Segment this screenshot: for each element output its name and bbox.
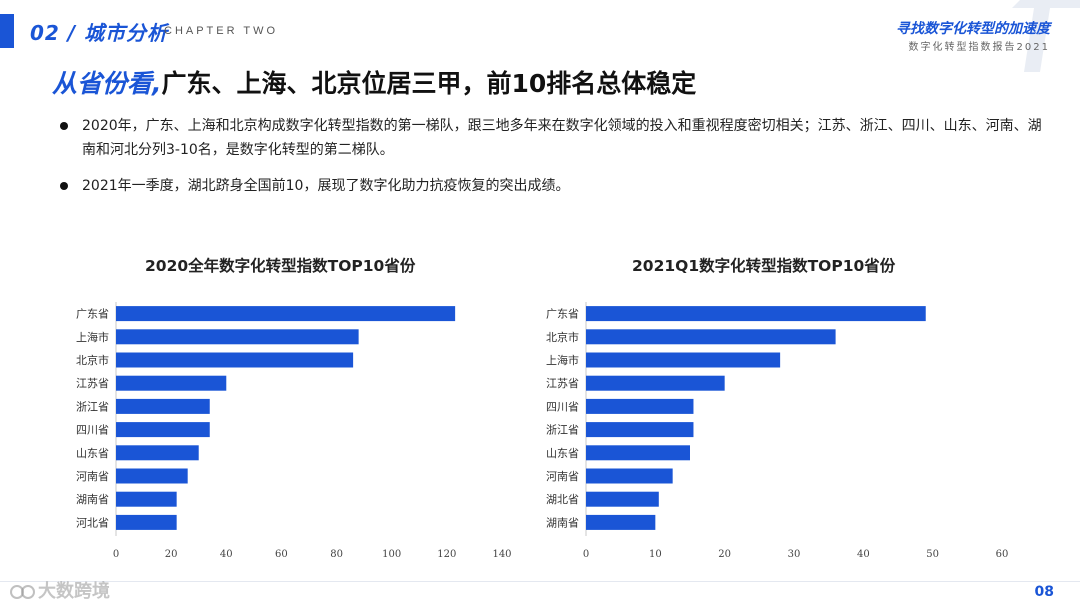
chart-2021q1-tick-label: 0 [583,549,589,560]
chart-2020-tick-label: 40 [220,549,233,560]
watermark-logo-icon [10,585,35,599]
chart-2021q1-bar [586,514,656,530]
chart-2021q1-bar [586,468,673,484]
bullet-item: 2020年，广东、上海和北京构成数字化转型指数的第一梯队，跟三地多年来在数字化领… [60,114,1050,162]
chart-2021q1-category-label: 山东省 [546,447,579,460]
chart-2020-category-label: 北京市 [76,353,109,367]
chart-2021q1-category-label: 江苏省 [546,377,579,390]
chart-2020-category-label: 广东省 [76,308,109,321]
chart-2020-tick-label: 0 [113,549,119,560]
section-title: 02 / 城市分析 [30,21,169,45]
chart-2020-bar [116,468,188,484]
chart-2020-category-label: 山东省 [76,447,109,460]
page-headline: 从省份看,广东、上海、北京位居三甲，前10排名总体稳定 [52,64,696,100]
chart-2021q1-bar [586,329,836,345]
chart-2020-category-label: 河北省 [76,516,109,529]
chart-2021q1-bar [586,491,659,507]
chart-2021q1-category-label: 四川省 [546,400,579,413]
chart-2020-tick-label: 140 [492,549,511,560]
corner-decoration [1012,0,1080,72]
chart-2021q1-tick-label: 20 [718,549,731,560]
chart-2021q1-bar [586,375,725,391]
chart-2020-tick-label: 20 [165,549,178,560]
chart-2020-category-label: 江苏省 [76,377,109,390]
chart-2021q1-tick-label: 50 [926,549,939,560]
section-accent-bar [0,14,14,48]
chart-2020-tick-label: 60 [275,549,288,560]
chart-2021q1-category-label: 浙江省 [546,424,579,437]
chapter-label: CHAPTER TWO [164,25,279,37]
chart-2020-category-label: 河南省 [76,470,109,483]
watermark: 大数跨境 [10,577,110,603]
chart-2020-tick-label: 100 [382,549,401,560]
chart-2021q1-bar [586,352,781,368]
chart-2021q1-tick-label: 60 [996,549,1009,560]
chart-2021q1-category-label: 湖南省 [546,516,579,529]
chart-2020-tick-label: 120 [437,549,456,560]
chart-2021q1-category-label: 北京市 [546,330,579,344]
chart-2021q1-category-label: 湖北省 [546,493,579,506]
chart-2020-bar [116,398,210,414]
footer-divider [0,581,1080,582]
headline-text: 广东、上海、北京位居三甲，前10排名总体稳定 [161,69,697,98]
chart-2020-category-label: 浙江省 [76,400,109,413]
bullet-list: 2020年，广东、上海和北京构成数字化转型指数的第一梯队，跟三地多年来在数字化领… [60,114,1050,210]
bullet-item: 2021年一季度，湖北跻身全国前10，展现了数字化助力抗疫恢复的突出成绩。 [60,174,1050,198]
chart-2021q1-title: 2021Q1数字化转型指数TOP10省份 [632,257,896,275]
chart-2021q1-category-label: 上海市 [546,353,579,367]
chart-2020-bar [116,375,227,391]
report-brand-title: 寻找数字化转型的加速度 [896,21,1050,37]
chart-2020-bar [116,329,359,345]
chart-2021q1-bar [586,398,694,414]
chart-2020-category-label: 上海市 [76,330,109,344]
chart-2020-category-label: 四川省 [76,424,109,437]
chart-2021q1-tick-label: 40 [857,549,870,560]
headline-accent: 从省份看, [52,69,162,98]
watermark-text: 大数跨境 [38,581,110,602]
chart-2021q1-tick-label: 30 [788,549,801,560]
page-number: 08 [1034,584,1054,600]
chart-2020-bar [116,491,177,507]
chart-2021q1-bar [586,422,694,438]
chart-2021q1-bar [586,445,690,461]
chart-2020-bar [116,306,456,322]
report-brand-subtitle: 数字化转型指数报告2021 [908,42,1050,53]
chart-2020-category-label: 湖南省 [76,493,109,506]
chart-2020-bar [116,352,354,368]
chart-2020-bar [116,422,210,438]
chart-2021q1-category-label: 河南省 [546,470,579,483]
chart-2021q1-tick-label: 10 [649,549,662,560]
chart-2021q1-bar [586,306,926,322]
chart-2020-tick-label: 80 [330,549,343,560]
chart-2020-title: 2020全年数字化转型指数TOP10省份 [145,257,416,275]
chart-2021q1-category-label: 广东省 [546,308,579,321]
chart-2020-bar [116,445,199,461]
chart-2020-bar [116,514,177,530]
